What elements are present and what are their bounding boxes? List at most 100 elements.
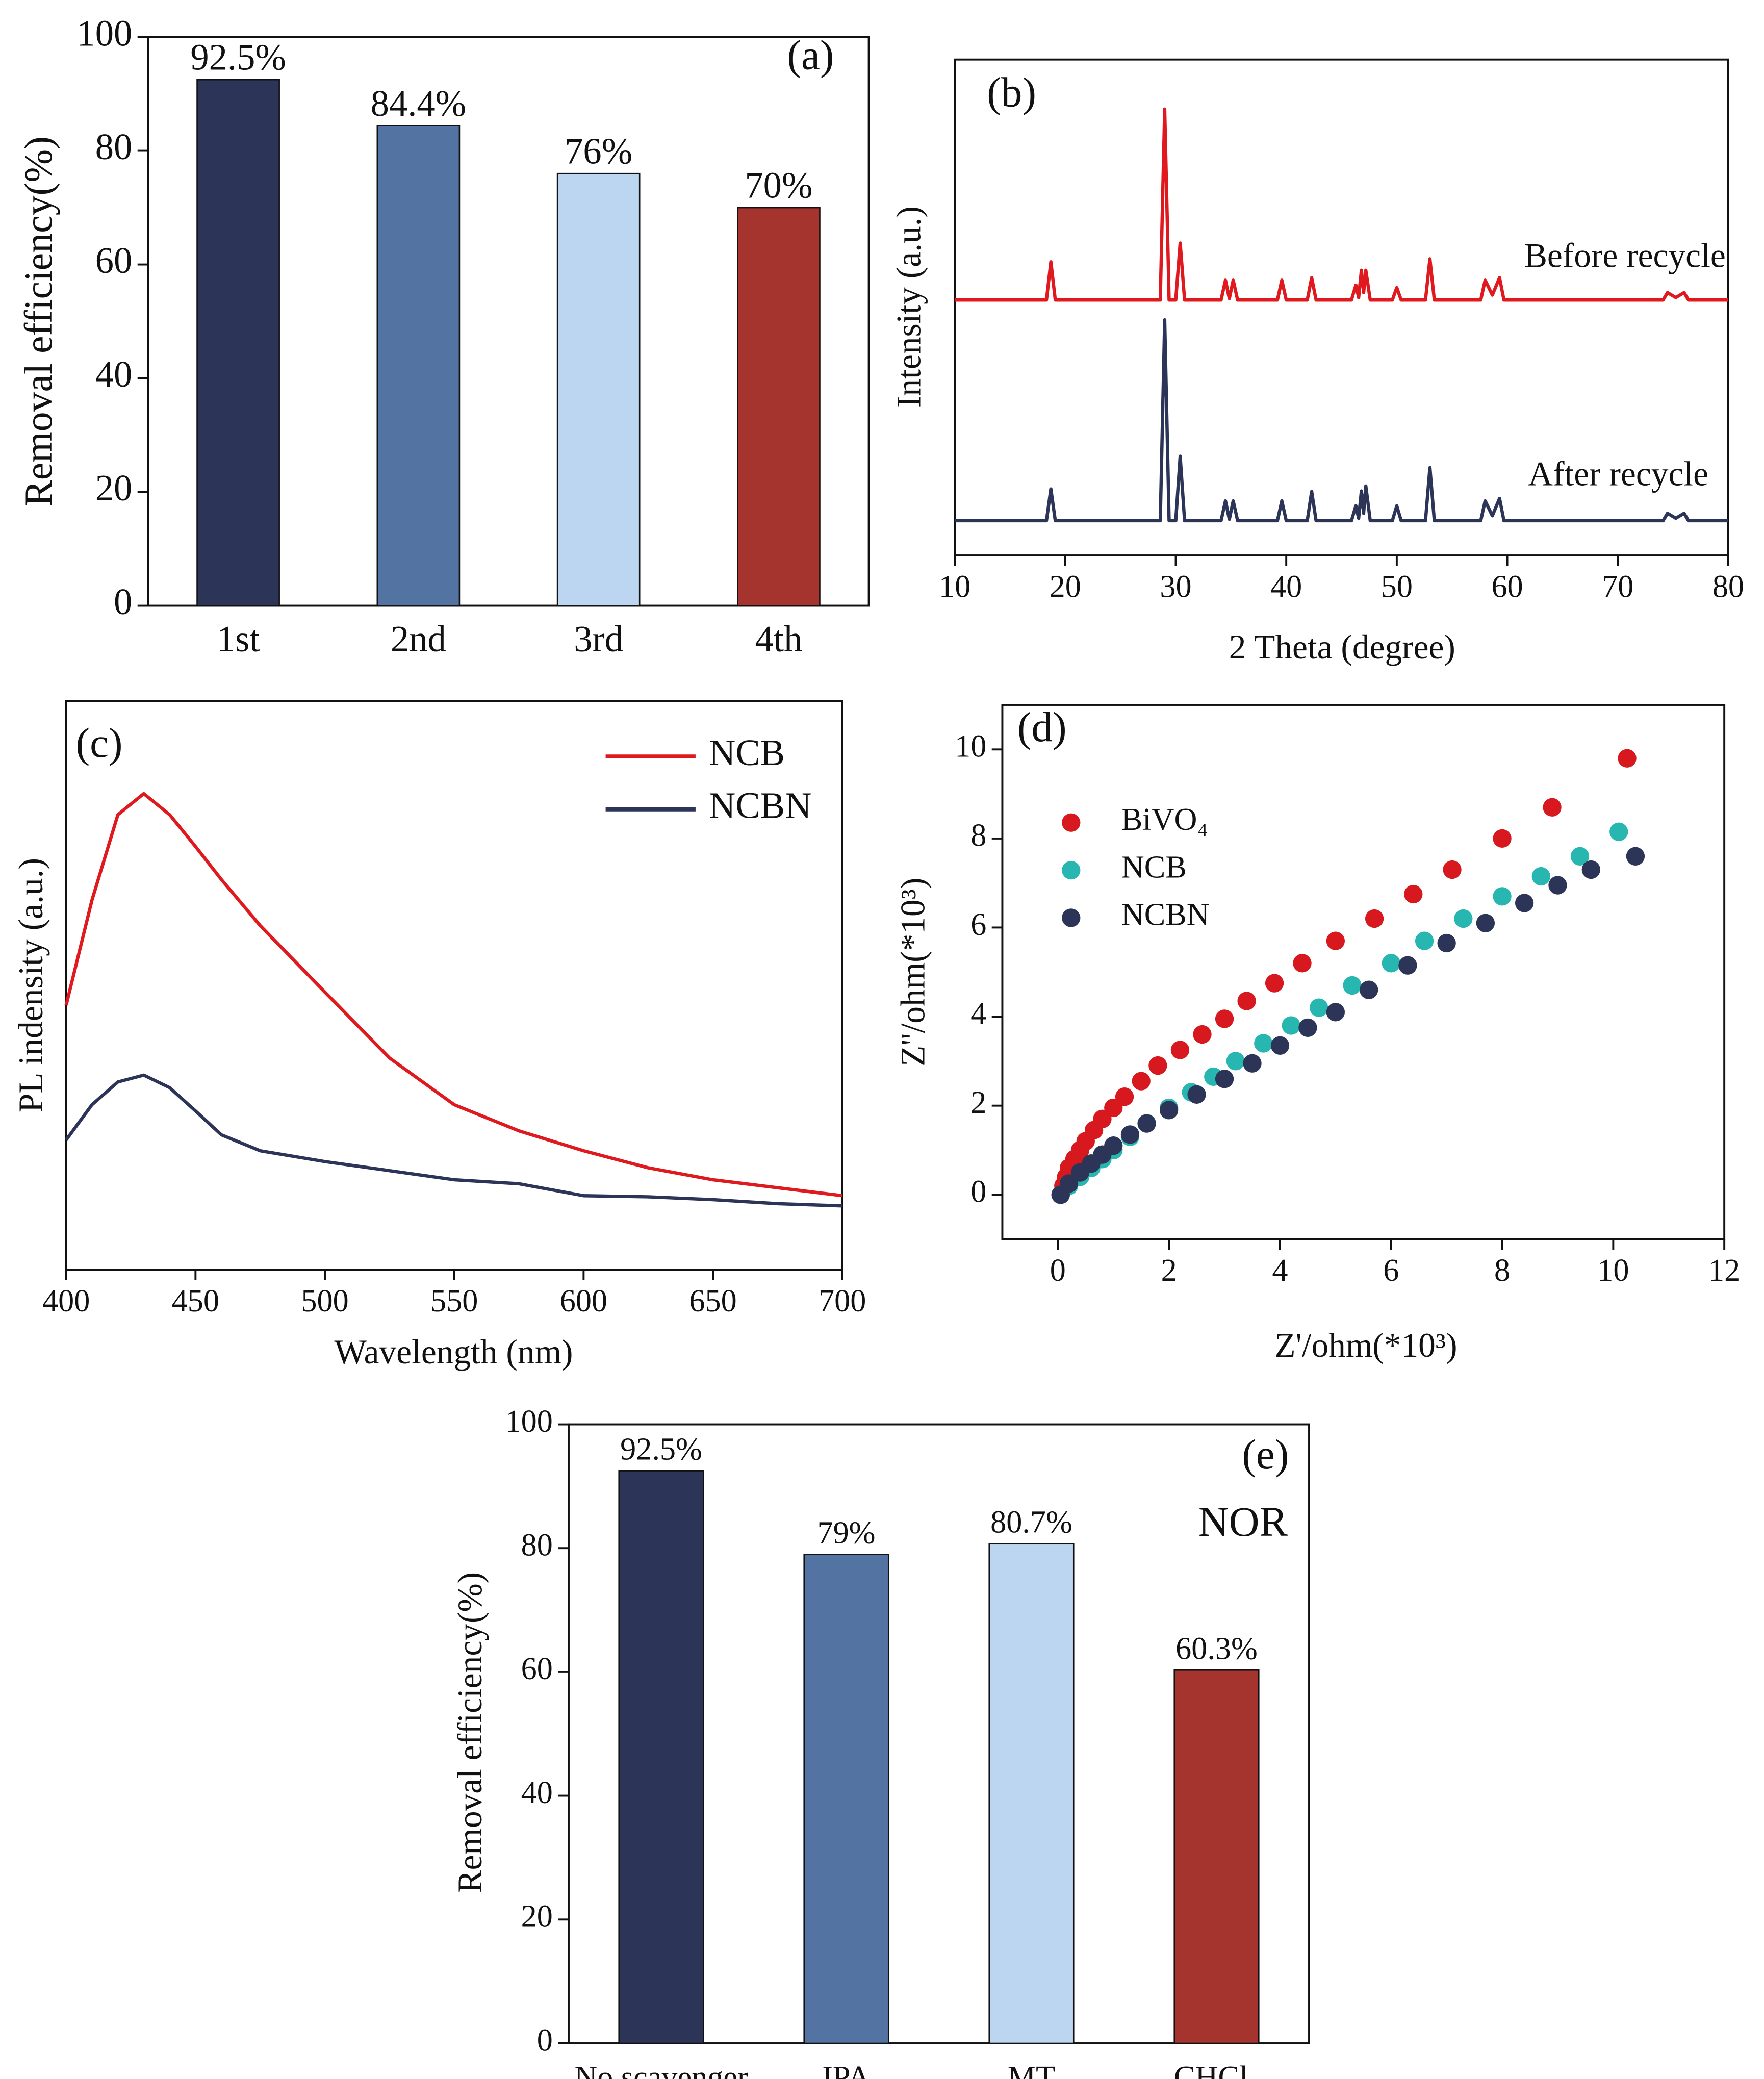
value-label: 92.5% [190, 37, 286, 78]
y-tick-label: 8 [970, 818, 986, 853]
point [1626, 847, 1645, 866]
y-tick-label: 80 [95, 126, 133, 167]
point [1326, 1003, 1345, 1022]
x-tick-label: 2 [1161, 1253, 1177, 1288]
point [1254, 1034, 1273, 1053]
legend-label: NCB [1121, 850, 1187, 884]
y-tick-label: 40 [521, 1776, 553, 1810]
point [1148, 1056, 1167, 1075]
y-tick-label: 2 [970, 1085, 986, 1120]
plot-frame [147, 36, 870, 607]
annotation: NOR [1198, 1498, 1288, 1545]
point [1298, 1018, 1317, 1037]
bar [376, 125, 461, 606]
x-tick-label: 0 [1050, 1253, 1066, 1288]
value-label: 60.3% [1175, 1631, 1258, 1666]
x-tick-label: 3rd [574, 618, 623, 660]
annotation: (d) [1017, 703, 1067, 750]
x-tick-label: 2nd [391, 618, 446, 660]
line [955, 107, 1728, 302]
series-label: After recycle [1528, 454, 1708, 493]
bar [737, 207, 821, 606]
y-tick-label: 20 [521, 1899, 553, 1934]
point [1104, 1136, 1123, 1155]
line [64, 792, 843, 1198]
x-tick-label: 8 [1494, 1253, 1510, 1288]
legend-marker [1062, 813, 1081, 832]
point [1132, 1072, 1151, 1091]
x-tick-label: 400 [42, 1284, 90, 1319]
point [1326, 931, 1345, 950]
x-tick-label: CHCl₃ [1174, 2060, 1259, 2079]
point [1265, 974, 1284, 993]
x-tick-label: MT [1008, 2060, 1055, 2079]
x-tick-label: No scavenger [574, 2060, 748, 2079]
point [1443, 860, 1462, 879]
point [1493, 829, 1512, 848]
x-tick-label: 450 [172, 1284, 219, 1319]
point [1404, 884, 1423, 904]
bar [556, 172, 641, 606]
point [1137, 1114, 1156, 1133]
point [1293, 954, 1312, 973]
point [1437, 933, 1456, 953]
point [1618, 749, 1637, 768]
x-tick-label: 700 [819, 1284, 866, 1319]
point [1170, 1041, 1190, 1059]
y-tick-label: 60 [521, 1652, 553, 1686]
legend-marker [1062, 908, 1081, 927]
y-tick-label: 20 [95, 467, 133, 509]
plot-frame [954, 58, 1729, 556]
point [1215, 1009, 1234, 1028]
point [1360, 980, 1378, 999]
legend-marker [1062, 860, 1081, 880]
y-tick-label: 4 [970, 996, 986, 1031]
x-tick-label: 600 [560, 1284, 607, 1319]
legend-label: BiVO₄ [1121, 802, 1208, 837]
y-axis-label: PL indensity (a.u.) [12, 858, 50, 1112]
bar [988, 1543, 1075, 2044]
point [1115, 1087, 1134, 1106]
point [1187, 1085, 1206, 1104]
y-tick-label: 40 [95, 353, 133, 395]
bar [803, 1554, 889, 2044]
point [1515, 894, 1534, 912]
x-axis-label: 2 Theta (degree) [1229, 628, 1455, 666]
x-tick-label: 650 [689, 1284, 736, 1319]
y-axis-label: Intensity (a.u.) [890, 206, 928, 408]
y-axis-label: Removal efficiency(%) [451, 1572, 489, 1893]
x-tick-label: 6 [1383, 1253, 1399, 1288]
annotation: (a) [787, 32, 834, 79]
point [1310, 998, 1328, 1017]
point [1243, 1054, 1262, 1073]
point [1237, 992, 1256, 1010]
plot-frame [568, 1423, 1310, 2044]
y-tick-label: 10 [955, 729, 986, 764]
point [1160, 1101, 1179, 1120]
annotation: (e) [1242, 1431, 1289, 1478]
legend-label: NCBN [709, 784, 812, 826]
y-tick-label: 0 [114, 581, 132, 622]
x-tick-label: 50 [1381, 570, 1413, 604]
x-tick-label: IPA [822, 2060, 871, 2079]
point [1581, 860, 1600, 879]
y-axis-label: Z''/ohm(*10³) [893, 878, 932, 1067]
point [1120, 1125, 1140, 1144]
y-tick-label: 0 [970, 1175, 986, 1209]
x-tick-label: 10 [939, 570, 970, 604]
legend-label: NCBN [1121, 898, 1210, 932]
line [65, 1073, 842, 1208]
point [1454, 909, 1473, 928]
series-label: Before recycle [1524, 237, 1726, 275]
point [1215, 1070, 1234, 1088]
value-label: 70% [745, 164, 812, 206]
point [1609, 822, 1628, 841]
value-label: 92.5% [620, 1432, 702, 1467]
y-axis-label: Removal efficiency(%) [16, 136, 60, 506]
bar [618, 1470, 704, 2044]
value-label: 80.7% [990, 1505, 1072, 1540]
point [1226, 1052, 1245, 1071]
x-axis-label: Z'/ohm(*10³) [1274, 1326, 1457, 1364]
x-tick-label: 4th [755, 618, 803, 660]
point [1270, 1036, 1290, 1055]
